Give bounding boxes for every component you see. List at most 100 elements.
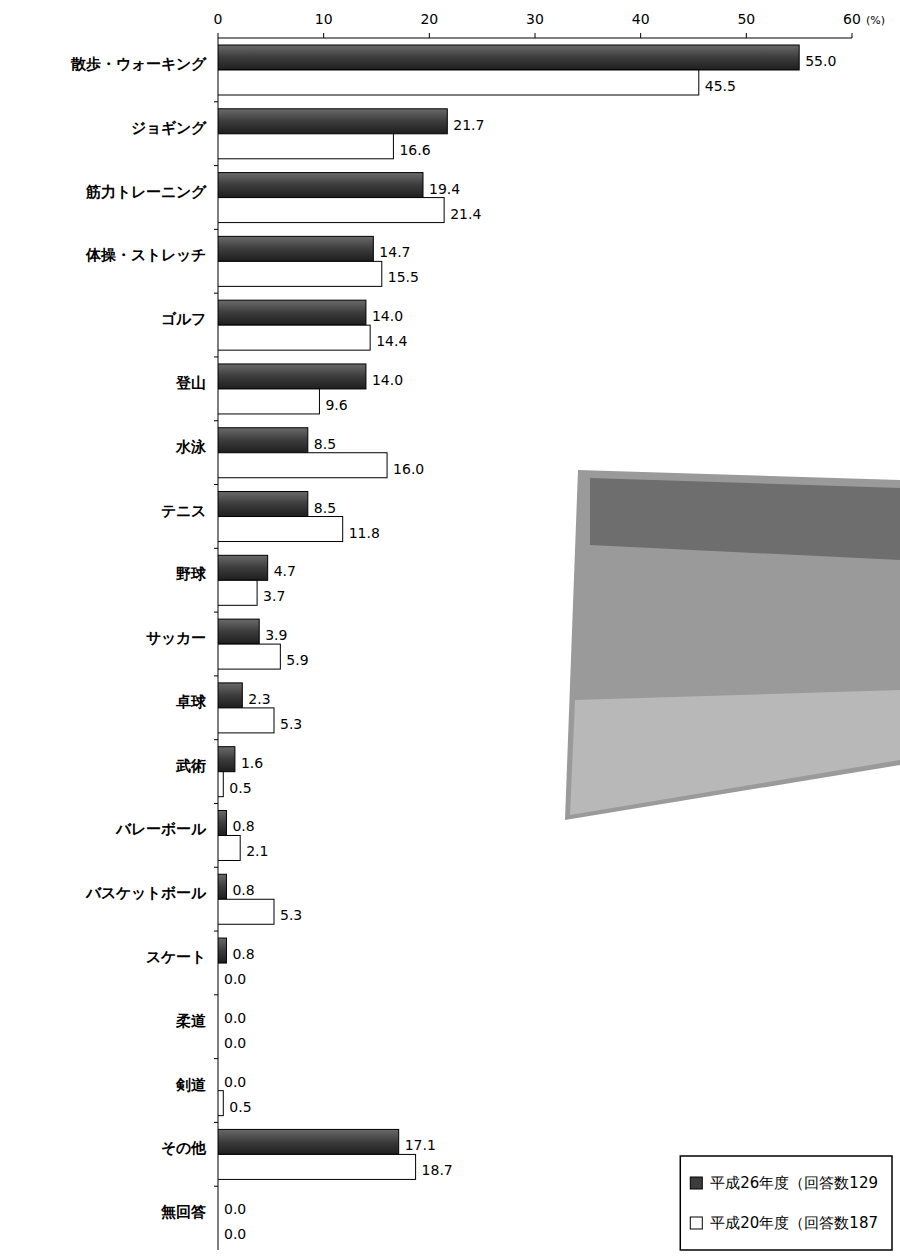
x-tick-label: 50 <box>737 11 755 27</box>
bar <box>218 1091 223 1116</box>
bar <box>218 772 223 797</box>
category-label: テニス <box>161 502 206 520</box>
bar <box>218 835 240 860</box>
legend-swatch <box>690 1217 702 1229</box>
bar <box>218 938 226 963</box>
data-label: 14.0 <box>372 308 403 324</box>
bar <box>218 874 226 899</box>
y-band-tick <box>214 229 218 230</box>
data-label: 0.5 <box>229 1099 251 1115</box>
category-label: 剣道 <box>175 1076 207 1094</box>
y-band-tick <box>214 867 218 868</box>
data-label: 0.8 <box>232 818 254 834</box>
y-band-tick <box>214 484 218 485</box>
category-label: 水泳 <box>175 438 207 456</box>
y-axis: 散歩・ウォーキングジョギング筋力トレーニング体操・ストレッチゴルフ登山水泳テニス… <box>70 38 218 1250</box>
bar <box>218 683 242 708</box>
data-label: 5.3 <box>280 907 302 923</box>
legend-label: 平成26年度（回答数129 <box>710 1174 878 1192</box>
y-band-tick <box>214 165 218 166</box>
bars <box>218 45 799 1179</box>
photo-band <box>590 478 900 560</box>
x-tick <box>429 33 430 38</box>
data-label: 21.4 <box>450 206 481 222</box>
data-label: 5.3 <box>280 716 302 732</box>
y-band-tick <box>214 293 218 294</box>
y-band-tick <box>214 739 218 740</box>
y-band-tick <box>214 803 218 804</box>
data-label: 14.7 <box>379 244 410 260</box>
data-label: 14.4 <box>376 333 407 349</box>
category-label: サッカー <box>146 629 206 647</box>
legend: 平成26年度（回答数129平成20年度（回答数187 <box>680 1156 892 1250</box>
category-label: 散歩・ウォーキング <box>70 55 207 73</box>
data-label: 0.8 <box>232 946 254 962</box>
data-label: 21.7 <box>453 117 484 133</box>
y-band-tick <box>214 612 218 613</box>
x-tick <box>218 33 219 38</box>
bar <box>218 45 799 70</box>
x-tick <box>852 33 853 38</box>
bar <box>218 555 268 580</box>
bar <box>218 428 308 453</box>
y-band-tick <box>214 356 218 357</box>
bar <box>218 644 280 669</box>
y-band-tick <box>214 101 218 102</box>
y-band-tick <box>214 1186 218 1187</box>
data-label: 8.5 <box>314 500 336 516</box>
bar <box>218 325 370 350</box>
category-label: ジョギング <box>131 119 207 137</box>
data-label: 2.3 <box>248 691 270 707</box>
data-label: 45.5 <box>705 78 736 94</box>
category-label: バスケットボール <box>85 884 207 902</box>
bar <box>218 134 393 159</box>
photo <box>565 470 900 820</box>
category-label: その他 <box>161 1139 207 1157</box>
category-label: 登山 <box>175 374 206 392</box>
bar <box>218 198 444 223</box>
data-label: 17.1 <box>405 1137 436 1153</box>
x-tick <box>640 33 641 38</box>
data-label: 14.0 <box>372 372 403 388</box>
bar <box>218 1066 219 1091</box>
data-label: 11.8 <box>349 525 380 541</box>
bar <box>218 364 366 389</box>
bar <box>218 580 257 605</box>
bar <box>218 619 259 644</box>
bar <box>218 453 387 478</box>
data-label: 0.0 <box>224 1201 246 1217</box>
bar <box>218 1193 219 1218</box>
category-label: スケート <box>146 948 206 966</box>
category-label: 柔道 <box>175 1012 207 1030</box>
bar <box>218 389 319 414</box>
data-label: 3.7 <box>263 588 285 604</box>
data-label: 0.0 <box>224 971 246 987</box>
bar <box>218 899 274 924</box>
y-band-tick <box>214 420 218 421</box>
bar <box>218 1129 399 1154</box>
data-label: 0.5 <box>229 780 251 796</box>
bar <box>218 236 373 261</box>
x-tick-label: 0 <box>214 11 223 27</box>
bar <box>218 708 274 733</box>
bar <box>218 492 308 517</box>
x-tick-label: 60 <box>843 11 861 27</box>
bar <box>218 70 699 95</box>
y-band-tick <box>214 675 218 676</box>
data-label: 0.0 <box>224 1074 246 1090</box>
photo-track <box>570 690 900 815</box>
bar <box>218 300 366 325</box>
bar <box>218 810 226 835</box>
y-band-tick <box>214 548 218 549</box>
data-label: 19.4 <box>429 181 460 197</box>
bar <box>218 517 343 542</box>
data-label: 3.9 <box>265 627 287 643</box>
category-label: 体操・ストレッチ <box>85 246 206 264</box>
data-label: 0.8 <box>232 882 254 898</box>
photo-frame <box>565 470 900 820</box>
data-label: 0.0 <box>224 1226 246 1242</box>
data-label: 4.7 <box>274 563 296 579</box>
category-label: 無回答 <box>160 1203 206 1221</box>
data-label: 2.1 <box>246 843 268 859</box>
chart: 0102030405060(%)散歩・ウォーキングジョギング筋力トレーニング体操… <box>0 0 900 1256</box>
